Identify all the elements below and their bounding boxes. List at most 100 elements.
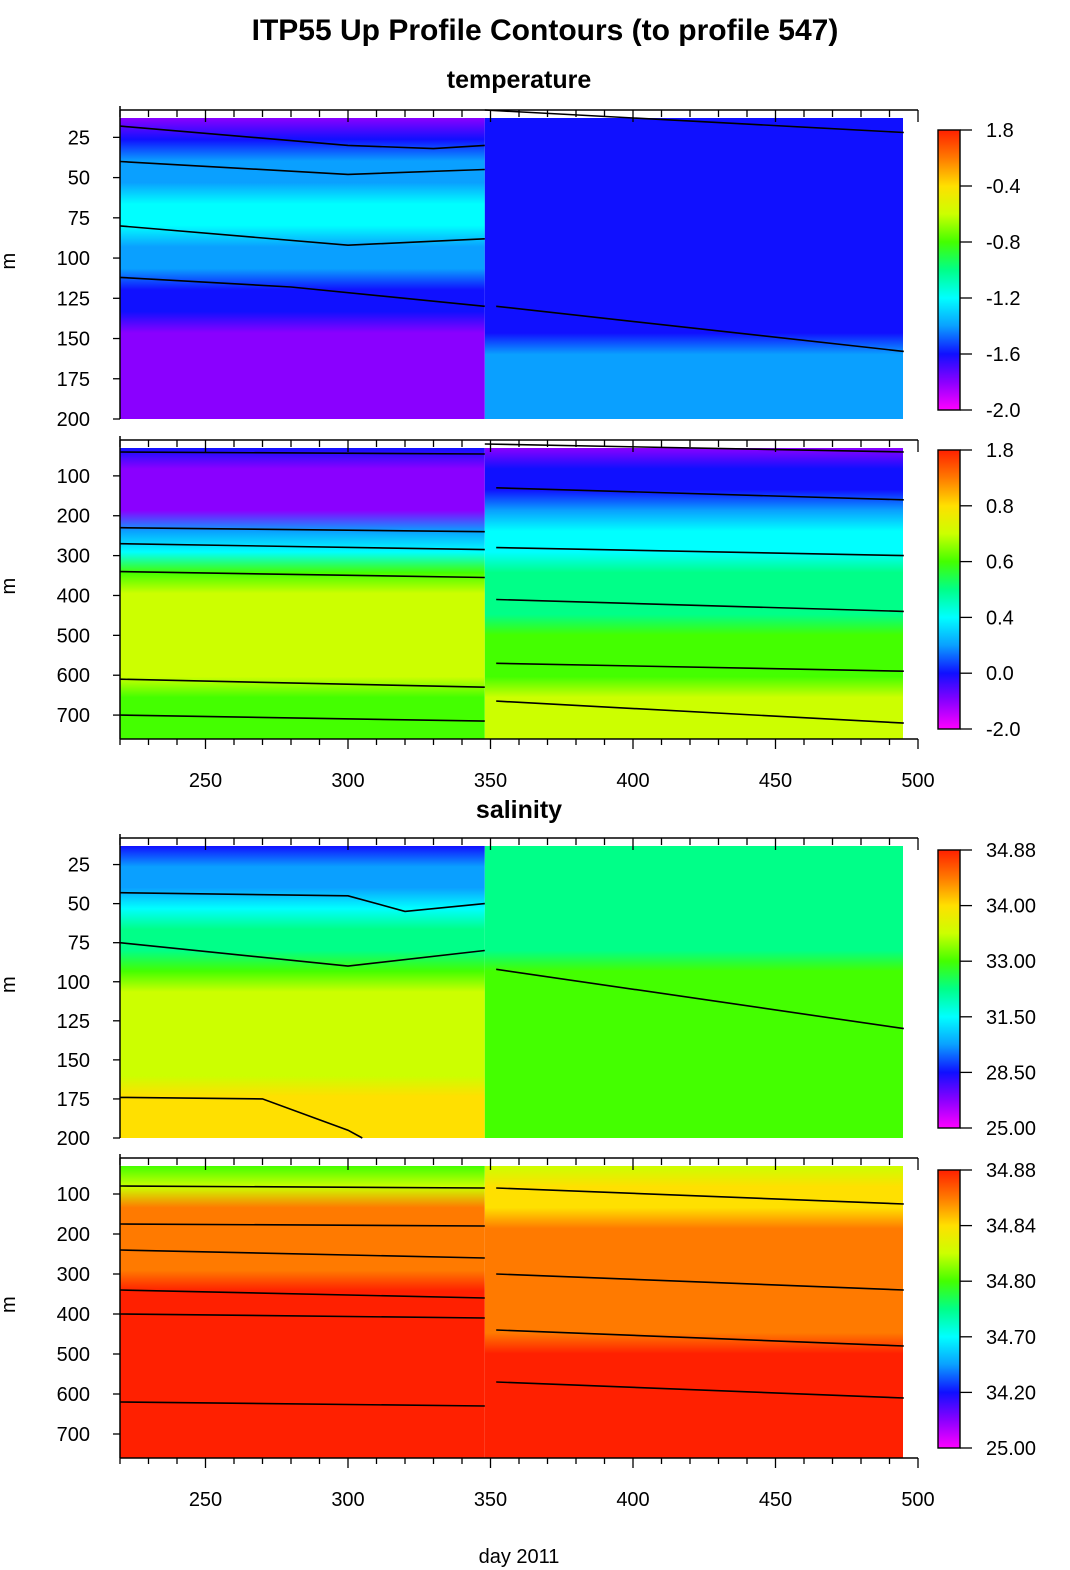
colorbar-tick-label: 34.80 <box>986 1271 1036 1293</box>
y-tick-label: 100 <box>57 972 90 994</box>
x-tick-label: 500 <box>901 770 934 792</box>
x-axis-label: day 2011 <box>479 1546 560 1568</box>
contour-line <box>119 125 485 150</box>
y-tick-label: 500 <box>57 625 90 647</box>
colorbar-tick-label: 0.0 <box>986 663 1014 685</box>
y-tick-label: 25 <box>68 855 90 877</box>
panel-1: 25 50 75 100 125 150 175 200 m 1.8 -0.4 -0.8 -1.2 -1.… <box>0 106 1020 431</box>
colorbar-tick-label: 25.00 <box>986 1438 1036 1460</box>
y-tick-label: 600 <box>57 665 90 687</box>
colorbar-tick-label: 34.00 <box>986 896 1036 918</box>
heatmap-before-field <box>120 1166 485 1458</box>
x-tick-label: 350 <box>474 1489 507 1511</box>
contour-line <box>496 700 904 724</box>
y-tick-label: 150 <box>57 1050 90 1072</box>
y-tick-label: 700 <box>57 1424 90 1446</box>
contour-line <box>119 1223 485 1227</box>
y-tick-label: 700 <box>57 705 90 727</box>
y-tick-label: 125 <box>57 288 90 310</box>
temperature-section-title: temperature <box>447 66 592 94</box>
colorbar-tick-label: 33.00 <box>986 951 1036 973</box>
contour-line <box>119 451 485 455</box>
panel-2: 100 200 300 400 500 600 700 m 250 300 350 400 450 500… <box>0 436 1020 792</box>
colorbar-tick-label: 28.50 <box>986 1062 1036 1084</box>
contour-line <box>119 678 485 688</box>
x-tick-label: 250 <box>189 770 222 792</box>
colorbar-tick-label: 34.88 <box>986 1160 1036 1182</box>
contour-line <box>119 526 485 533</box>
contour-line <box>119 941 485 967</box>
colorbar-tick-label: 31.50 <box>986 1007 1036 1029</box>
x-tick-label: 250 <box>189 1489 222 1511</box>
contour-line <box>119 1249 485 1259</box>
panel-3: 25 50 75 100 125 150 175 200 m 34.88 34.00 33.00 31.… <box>0 834 1036 1150</box>
y-tick-label: 175 <box>57 1089 90 1111</box>
colorbar-tick-label: 34.88 <box>986 840 1036 862</box>
y-tick-label: 50 <box>68 168 90 190</box>
colorbar <box>937 129 961 411</box>
contour-line <box>496 546 904 557</box>
contour-line <box>496 662 904 672</box>
heatmap-after-field <box>484 846 903 1138</box>
panel-4: 100 200 300 400 500 600 700 m 250 300 350 400 450 500… <box>0 1154 1036 1511</box>
contour-line <box>119 714 485 722</box>
contour-line <box>119 1289 485 1299</box>
y-axis-label: m <box>0 976 20 993</box>
colorbar-tick-label: -2.0 <box>986 719 1020 741</box>
y-tick-label: 200 <box>57 409 90 431</box>
x-tick-label: 500 <box>901 1489 934 1511</box>
y-axis-label: m <box>0 1296 20 1313</box>
contour-line <box>484 443 904 453</box>
colorbar-tick-label: 0.4 <box>986 607 1014 629</box>
y-tick-label: 150 <box>57 329 90 351</box>
y-tick-label: 100 <box>57 466 90 488</box>
y-axis-label: m <box>0 253 20 270</box>
heatmap-after-field <box>484 118 903 419</box>
colorbar-tick-label: 25.00 <box>986 1118 1036 1140</box>
contour-line <box>496 1381 904 1399</box>
heatmap-before-field <box>120 846 485 1138</box>
colorbar-tick-label: 0.6 <box>986 552 1014 574</box>
colorbar <box>937 449 961 730</box>
colorbar-tick-label: -1.6 <box>986 344 1020 366</box>
x-tick-label: 450 <box>759 770 792 792</box>
contour-line <box>496 1329 904 1347</box>
y-tick-label: 500 <box>57 1344 90 1366</box>
colorbar <box>937 1169 961 1449</box>
y-tick-label: 50 <box>68 894 90 916</box>
y-tick-label: 175 <box>57 369 90 391</box>
y-tick-label: 600 <box>57 1384 90 1406</box>
x-tick-label: 350 <box>474 770 507 792</box>
y-tick-label: 125 <box>57 1011 90 1033</box>
colorbar-tick-label: -2.0 <box>986 400 1020 422</box>
y-tick-label: 200 <box>57 1128 90 1150</box>
x-tick-label: 300 <box>331 1489 364 1511</box>
y-tick-label: 200 <box>57 506 90 528</box>
y-tick-label: 100 <box>57 1184 90 1206</box>
colorbar-tick-label: 0.8 <box>986 496 1014 518</box>
heatmap-after-field <box>484 448 903 739</box>
y-tick-label: 75 <box>68 208 90 230</box>
x-tick-label: 450 <box>759 1489 792 1511</box>
y-tick-label: 25 <box>68 127 90 149</box>
y-tick-label: 200 <box>57 1224 90 1246</box>
y-tick-label: 300 <box>57 1264 90 1286</box>
heatmap-before-field <box>120 118 485 419</box>
heatmap-before-field <box>120 448 485 739</box>
colorbar-tick-label: -1.2 <box>986 288 1020 310</box>
colorbar-tick-label: -0.8 <box>986 232 1020 254</box>
contour-line <box>119 225 485 247</box>
colorbar-tick-label: 34.70 <box>986 1327 1036 1349</box>
contour-line <box>119 1185 485 1189</box>
contour-line <box>484 109 904 134</box>
y-tick-label: 300 <box>57 546 90 568</box>
colorbar-tick-label: 1.8 <box>986 440 1014 462</box>
salinity-section-title: salinity <box>476 796 562 824</box>
contour-line <box>119 1401 485 1407</box>
contour-line <box>119 160 485 176</box>
colorbar-tick-label: -0.4 <box>986 176 1020 198</box>
contour-line <box>496 305 904 353</box>
figure-title: ITP55 Up Profile Contours (to profile 54… <box>252 14 839 47</box>
colorbar-tick-label: 1.8 <box>986 120 1014 142</box>
